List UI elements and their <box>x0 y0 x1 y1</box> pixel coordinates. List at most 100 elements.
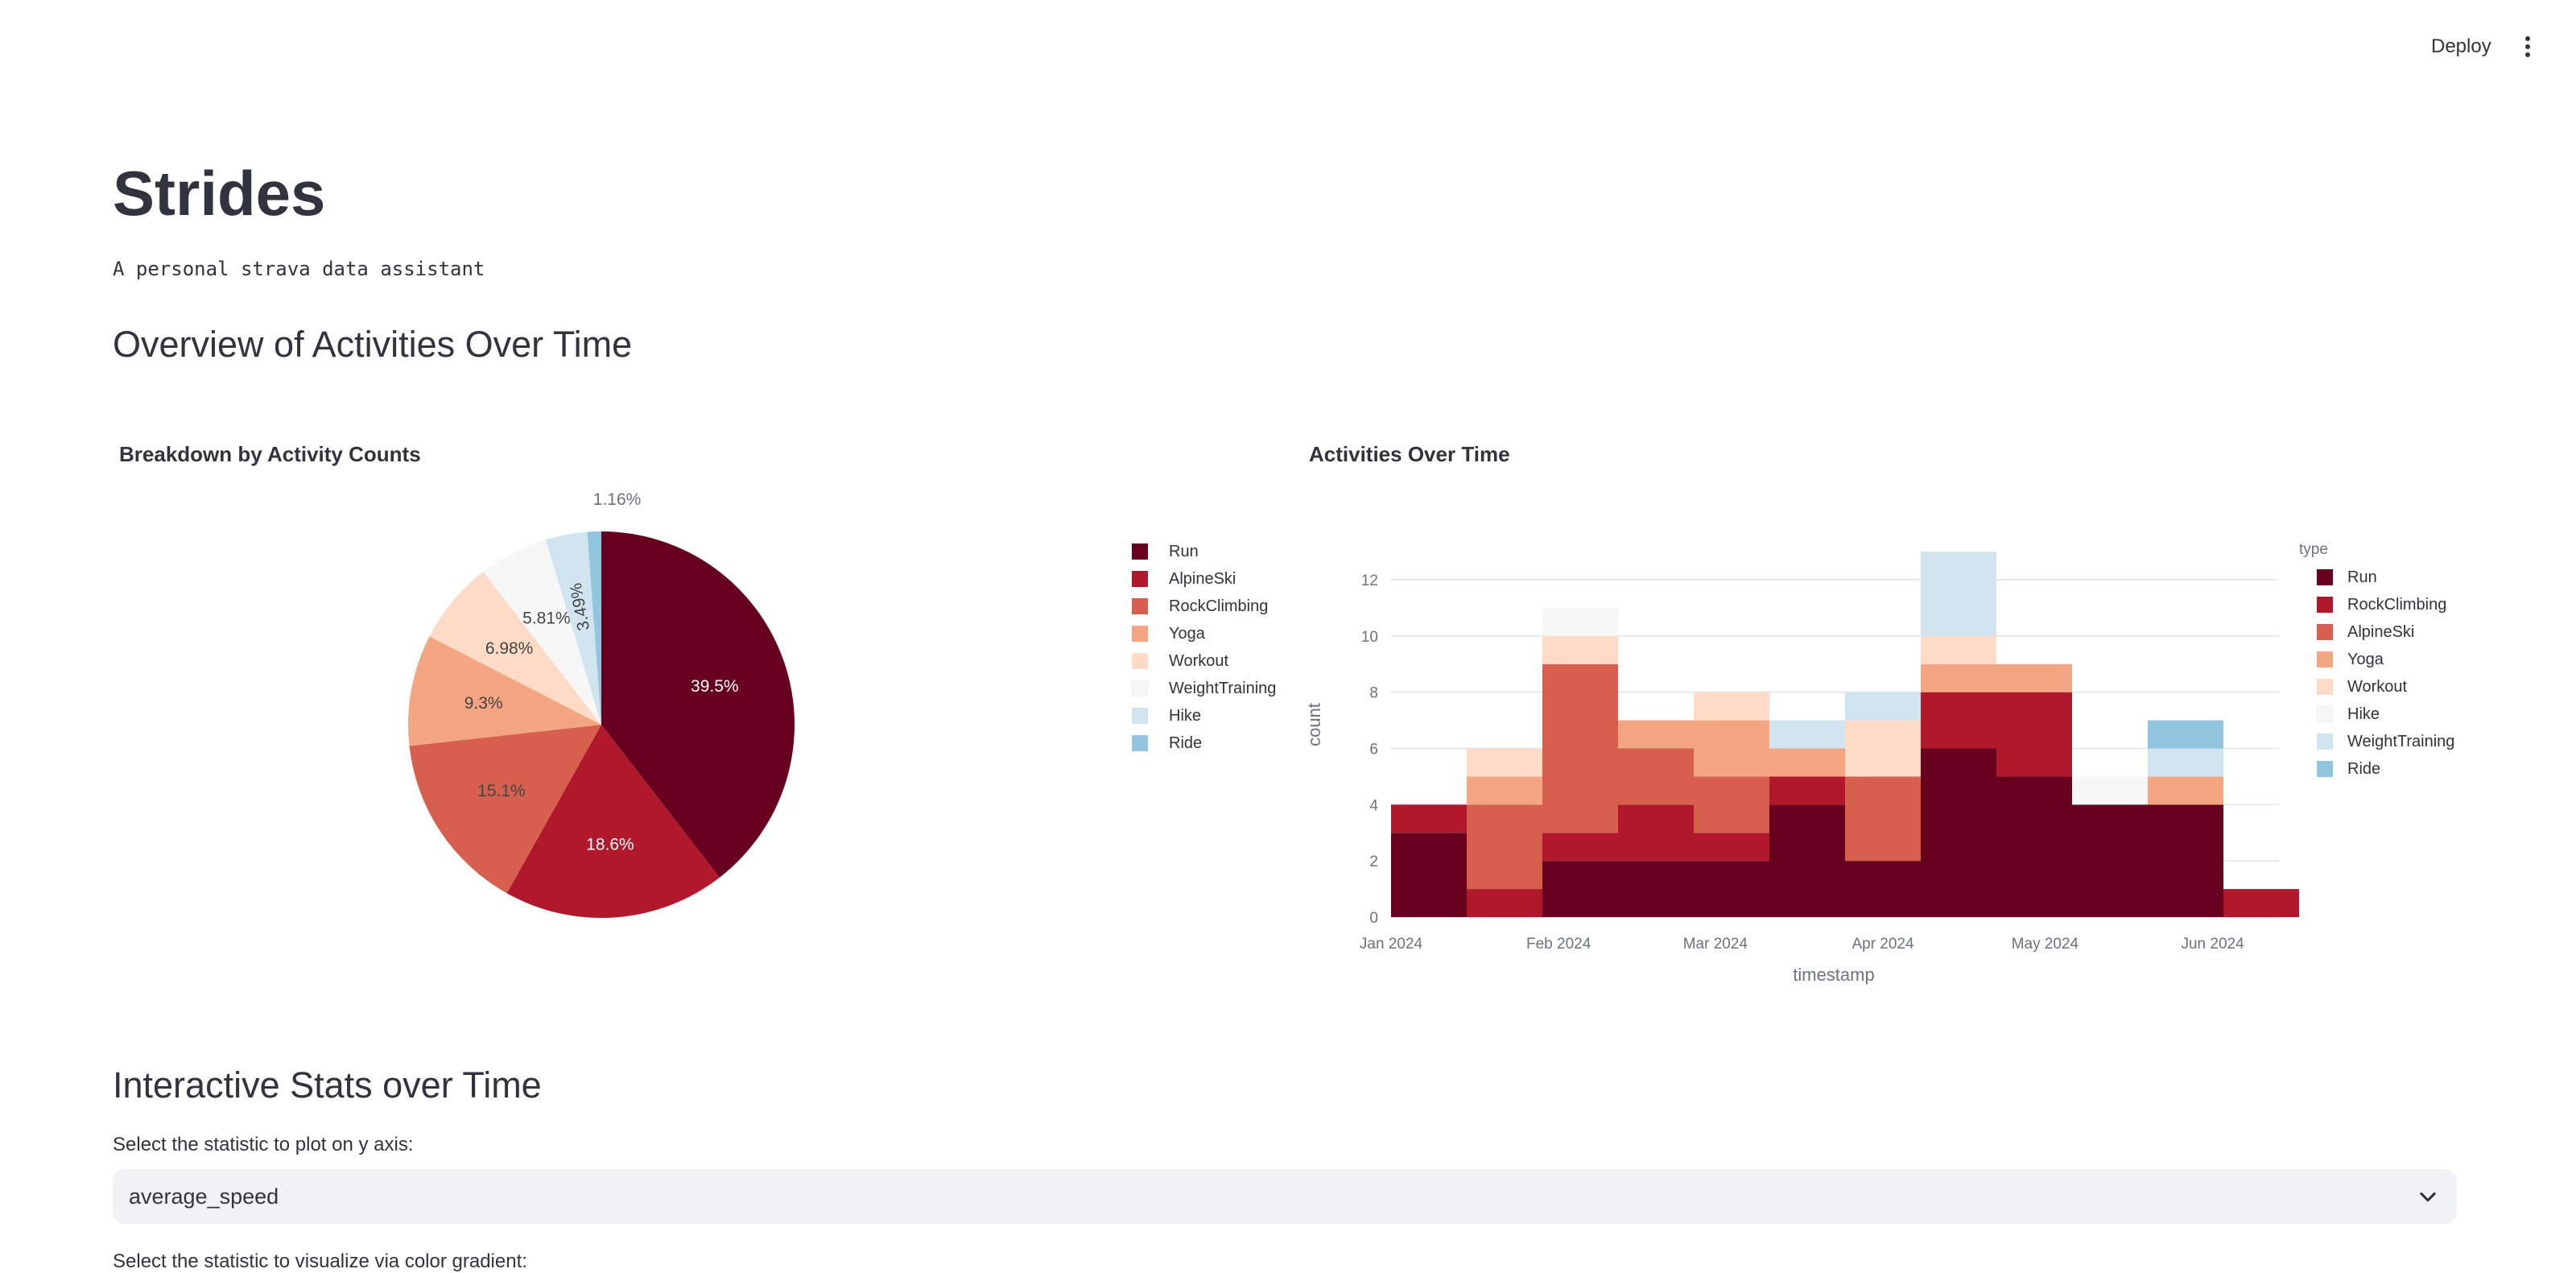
bar-segment-yoga <box>1996 663 2072 692</box>
y-tick-label: 6 <box>1369 742 1378 758</box>
bar-segment-run <box>1996 776 2072 917</box>
pie-slice-label: 9.3% <box>464 694 503 713</box>
legend-swatch <box>1132 598 1148 614</box>
pie-slice-label: 5.81% <box>522 610 571 628</box>
bar-segment-alpine-ski <box>1467 804 1542 890</box>
bar-segment-rock-climbing <box>1542 833 1618 862</box>
bar-segment-workout <box>1694 692 1769 721</box>
bar-segment-alpine-ski <box>1845 776 1921 862</box>
bar-segment-alpine-ski <box>1618 748 1694 805</box>
y-tick-label: 12 <box>1361 572 1378 589</box>
section-overview-heading: Overview of Activities Over Time <box>113 324 633 365</box>
pie-chart-title: Breakdown by Activity Counts <box>119 442 421 466</box>
x-tick-label: Jan 2024 <box>1360 936 1423 953</box>
legend-title: type <box>2299 541 2328 558</box>
page-title: Strides <box>113 158 326 229</box>
x-axis-title: timestamp <box>1793 965 1874 985</box>
bar-segment-workout <box>1542 635 1618 664</box>
y-tick-label: 0 <box>1369 910 1378 927</box>
legend-label: Run <box>1169 543 1199 560</box>
top-toolbar: Deploy <box>0 0 2576 97</box>
bar-segment-workout <box>1845 720 1921 777</box>
legend-swatch <box>1131 680 1149 697</box>
pie-slice-alpine-ski <box>506 725 720 918</box>
pie-slice-ride <box>587 531 601 725</box>
legend-label: Yoga <box>1169 625 1206 643</box>
pie-slice-label: 6.98% <box>485 639 534 658</box>
bar-segment-yoga <box>1694 720 1769 777</box>
bar-segment-run <box>1769 804 1845 917</box>
section-interactive-heading: Interactive Stats over Time <box>113 1064 542 1106</box>
legend-label: Run <box>2347 568 2377 586</box>
legend-label: Ride <box>1169 734 1202 752</box>
bar-chart-title: Activities Over Time <box>1309 442 1510 466</box>
legend-swatch <box>1132 653 1148 669</box>
deploy-button[interactable]: Deploy <box>2431 35 2491 57</box>
bar-segment-alpine-ski <box>1542 663 1618 833</box>
bar-segment-run <box>1845 861 1921 917</box>
x-tick-label: Mar 2024 <box>1683 936 1748 953</box>
pie-slice-label: 15.1% <box>477 782 526 800</box>
bar-segment-hike <box>2072 776 2148 805</box>
y-tick-label: 2 <box>1369 853 1378 870</box>
bar-segment-alpine-ski <box>1694 776 1769 833</box>
legend-label: AlpineSki <box>2347 623 2414 641</box>
y-tick-label: 4 <box>1369 797 1378 814</box>
legend-label: WeightTraining <box>2347 733 2454 750</box>
legend-label: Ride <box>2347 760 2380 778</box>
legend-swatch <box>1132 626 1148 642</box>
pie-chart: 39.5%18.6%15.1%9.3%6.98%5.81%3.49%1.16%R… <box>408 490 1276 918</box>
legend-label: RockClimbing <box>2347 596 2446 614</box>
pie-slice-hike <box>545 531 601 725</box>
legend-swatch <box>1132 708 1148 724</box>
bar-segment-rock-climbing <box>1769 776 1845 805</box>
bar-segment-run <box>1618 861 1694 917</box>
legend-swatch <box>2317 679 2333 695</box>
x-tick-label: May 2024 <box>2012 936 2079 953</box>
more-options-icon[interactable] <box>2512 27 2544 66</box>
bar-segment-rock-climbing <box>1921 692 1996 749</box>
legend-swatch <box>1132 735 1148 751</box>
legend-swatch <box>2317 569 2333 585</box>
bar-segment-weight-training <box>1921 552 1996 636</box>
y-tick-label: 8 <box>1369 685 1378 702</box>
bar-segment-run <box>1694 861 1769 917</box>
bar-segment-weight-training <box>1845 692 1921 721</box>
legend-swatch <box>1132 571 1148 587</box>
legend-label: Hike <box>1169 707 1201 725</box>
x-tick-label: Jun 2024 <box>2181 936 2244 953</box>
pie-slice-weight-training <box>483 539 601 725</box>
legend-swatch <box>2317 734 2333 750</box>
legend-label: AlpineSki <box>1169 570 1236 588</box>
legend-swatch <box>2316 705 2334 723</box>
bar-segment-run <box>2148 804 2223 917</box>
bar-segment-rock-climbing <box>1996 692 2072 777</box>
bar-segment-run <box>1542 861 1618 917</box>
y-tick-label: 10 <box>1361 629 1378 646</box>
legend-label: Yoga <box>2347 651 2384 668</box>
y-stat-select-value: average_speed <box>129 1184 279 1209</box>
y-stat-select[interactable]: average_speed <box>113 1169 2457 1224</box>
pie-slice-workout <box>429 572 601 725</box>
bar-segment-hike <box>1542 607 1618 636</box>
bar-segment-rock-climbing <box>1618 804 1694 862</box>
legend-label: Workout <box>2347 678 2408 696</box>
bar-segment-ride <box>2148 720 2223 749</box>
bar-segment-yoga <box>1618 720 1694 749</box>
color-stat-select-label: Select the statistic to visualize via co… <box>113 1250 527 1272</box>
pie-slice-label: 18.6% <box>586 835 634 853</box>
x-tick-label: Feb 2024 <box>1526 936 1591 953</box>
bar-segment-workout <box>1467 748 1542 777</box>
pie-slice-run <box>601 531 795 878</box>
legend-label: RockClimbing <box>1169 597 1268 615</box>
bar-segment-yoga <box>1921 663 1996 692</box>
pie-slice-label: 39.5% <box>691 677 739 696</box>
legend-swatch <box>2317 597 2333 613</box>
bar-segment-workout <box>1921 635 1996 664</box>
bar-segment-yoga <box>1769 748 1845 777</box>
page-subtitle: A personal strava data assistant <box>113 258 485 280</box>
bar-segment-rock-climbing <box>1467 889 1542 917</box>
bar-segment-weight-training <box>1769 720 1845 749</box>
bar-segment-rock-climbing <box>1694 833 1769 862</box>
bar-segment-yoga <box>2148 776 2223 805</box>
